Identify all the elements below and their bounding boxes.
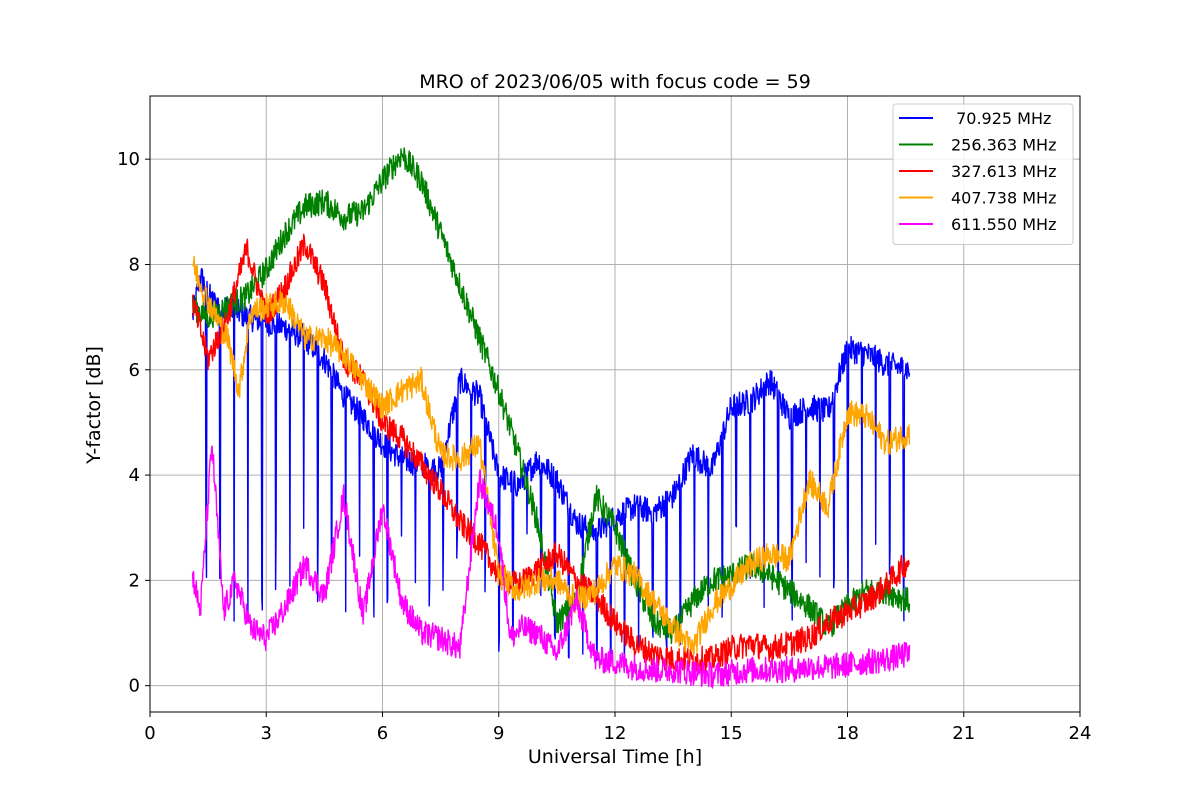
y-tick-label: 10 — [117, 149, 140, 170]
series-line-0 — [191, 267, 911, 662]
y-tick-label: 8 — [129, 254, 140, 275]
legend-entry-label: 256.363 MHz — [951, 136, 1056, 155]
x-tick-label: 24 — [1069, 723, 1092, 744]
x-tick-label: 12 — [604, 723, 627, 744]
series-line-4 — [191, 445, 911, 689]
x-tick-label: 6 — [377, 723, 388, 744]
legend-entry-label: 611.550 MHz — [951, 215, 1056, 234]
x-tick-label: 0 — [144, 723, 155, 744]
legend-entry-label: 407.738 MHz — [951, 189, 1056, 208]
x-tick-label: 21 — [952, 723, 975, 744]
y-axis-label: Y-factor [dB] — [83, 346, 105, 465]
series-line-2 — [191, 233, 910, 674]
y-tick-label: 0 — [129, 676, 140, 697]
legend-box — [892, 103, 1074, 245]
x-tick-label: 3 — [261, 723, 272, 744]
x-tick-label: 18 — [836, 723, 859, 744]
x-tick-label: 15 — [720, 723, 743, 744]
plot-series-group — [191, 147, 911, 689]
legend-entry-label: 70.925 MHz — [951, 109, 1051, 128]
legend: 70.925 MHz 256.363 MHz 327.613 MHz 407.738 … — [892, 103, 1074, 245]
y-tick-label: 6 — [129, 360, 140, 381]
x-tick-label: 9 — [493, 723, 504, 744]
x-axis: 0 3 6 9 12 15 18 21 24 — [144, 712, 1091, 744]
y-tick-label: 4 — [129, 465, 140, 486]
chart-title: MRO of 2023/06/05 with focus code = 59 — [419, 71, 811, 93]
series-line-3 — [192, 255, 911, 656]
y-axis: 0 2 4 6 8 10 — [117, 149, 150, 697]
x-axis-label: Universal Time [h] — [528, 746, 702, 768]
y-tick-label: 2 — [129, 570, 140, 591]
legend-entry-label: 327.613 MHz — [951, 162, 1056, 181]
